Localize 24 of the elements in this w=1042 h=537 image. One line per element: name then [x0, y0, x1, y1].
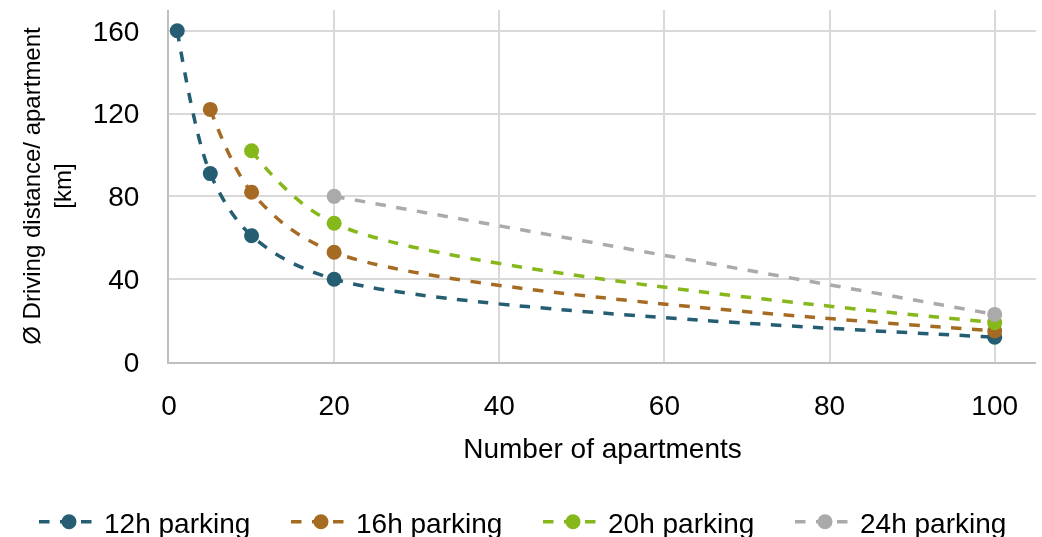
- y-tick-label: 80: [108, 181, 140, 213]
- x-tick-label: 60: [648, 389, 681, 421]
- x-axis-title: Number of apartments: [463, 433, 742, 465]
- y-axis-title: Ø Driving distance/ apartment [km]: [18, 26, 77, 345]
- point: [326, 188, 342, 204]
- point: [202, 166, 218, 182]
- point: [169, 23, 185, 39]
- x-tick-label: 80: [813, 389, 846, 421]
- point: [244, 184, 260, 200]
- point: [326, 271, 342, 287]
- point: [244, 143, 260, 159]
- point: [326, 215, 342, 231]
- x-tick-label: 0: [161, 389, 177, 421]
- y-tick-label: 0: [123, 346, 140, 378]
- point: [987, 306, 1003, 322]
- point: [244, 228, 260, 244]
- x-tick-label: 40: [483, 389, 515, 421]
- point: [326, 244, 342, 260]
- x-tick-label: 100: [971, 389, 1019, 421]
- point: [202, 101, 218, 117]
- x-tick-label: 20: [318, 389, 350, 421]
- y-tick-label: 40: [108, 263, 140, 295]
- y-tick-label: 120: [92, 98, 140, 130]
- y-tick-label: 160: [92, 15, 140, 47]
